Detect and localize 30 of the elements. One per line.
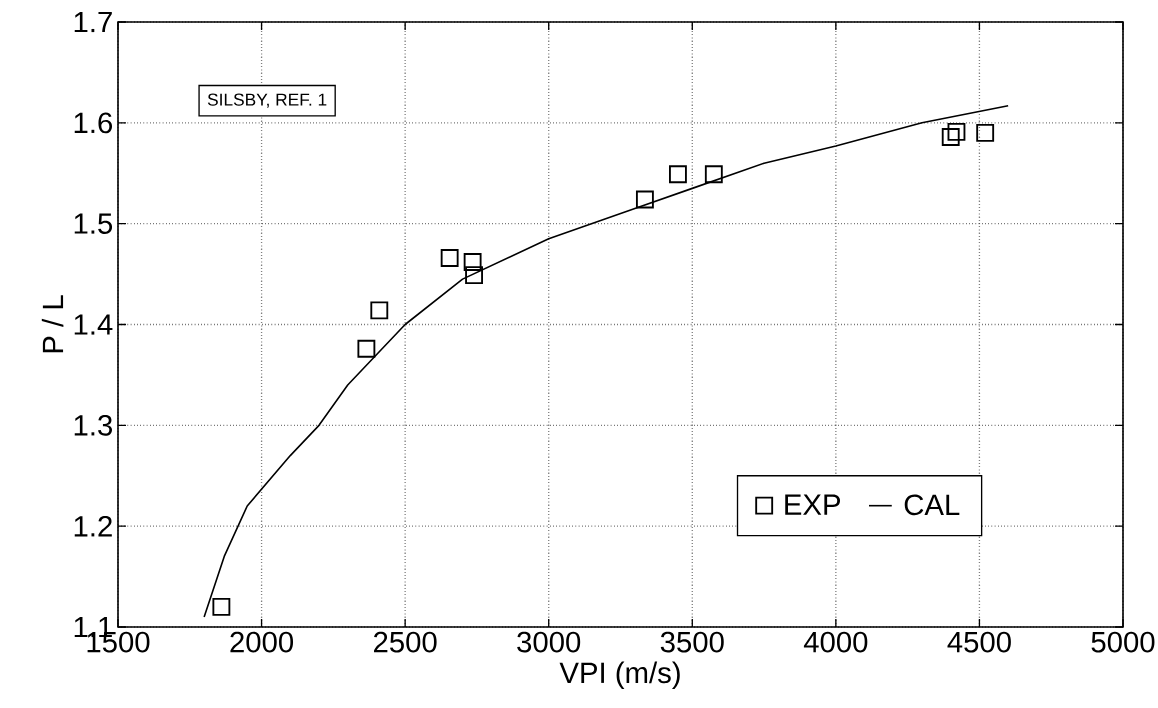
- point: [668, 165, 687, 184]
- point: [465, 266, 483, 285]
- point: [947, 122, 966, 141]
- x-tick-label: 3500: [660, 631, 724, 653]
- y-tick-label: 1.2: [74, 515, 112, 537]
- point: [212, 597, 231, 616]
- x-tick-label: 2500: [374, 631, 437, 653]
- x-tick-label: 4000: [803, 631, 868, 653]
- x-tick-label: 5000: [1091, 631, 1155, 653]
- legend-label: EXP: [785, 494, 840, 515]
- x-tick-label: 4500: [947, 631, 1011, 653]
- point: [941, 128, 960, 146]
- x-tick-label: 2000: [230, 631, 294, 653]
- annotation: SILSBY, REF. 1: [207, 93, 327, 108]
- point: [976, 123, 995, 142]
- point: [440, 249, 459, 267]
- y-tick-label: 1.6: [74, 112, 113, 134]
- point: [357, 339, 376, 358]
- point: [370, 301, 389, 320]
- point: [704, 165, 723, 184]
- y-tick-label: 1.5: [74, 213, 113, 234]
- x-tick-label: 3000: [517, 631, 581, 653]
- y-tick-label: 1.4: [74, 314, 113, 335]
- x-axis-title: VPI (m/s): [559, 661, 680, 689]
- point: [635, 190, 654, 209]
- point: [463, 253, 482, 271]
- y-tick-label: 1.3: [74, 414, 113, 436]
- legend-label: CAL: [904, 494, 960, 516]
- y-axis-title: P / L: [41, 295, 64, 353]
- y-tick-label: 1.7: [74, 11, 112, 33]
